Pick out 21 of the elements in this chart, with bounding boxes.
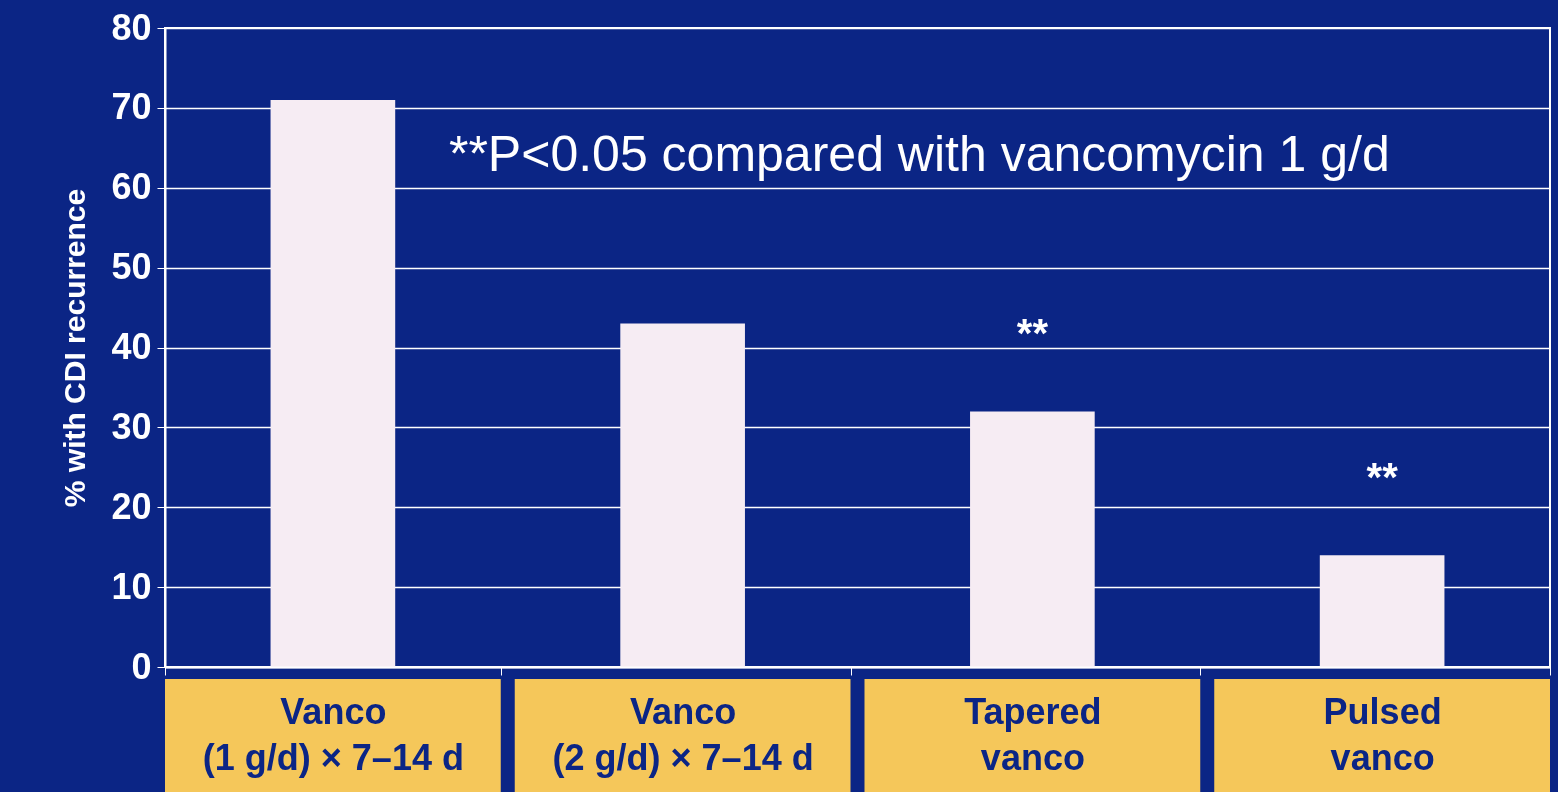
x-tick-label: Vanco (2 g/d) × 7–14 d <box>552 690 814 778</box>
y-axis-title: % with CDI recurrence <box>58 188 92 508</box>
y-tick-label: 80 <box>111 6 152 48</box>
x-tick-label: Vanco (1 g/d) × 7–14 d <box>202 690 464 778</box>
x-tick-label: Pulsed vanco <box>1323 690 1442 778</box>
bar <box>970 411 1095 667</box>
annotation: ** <box>1366 455 1399 500</box>
y-tick-label: 40 <box>111 326 152 367</box>
annotation: ** <box>1016 311 1049 356</box>
bar <box>620 323 745 667</box>
bar <box>1319 555 1445 667</box>
bar <box>270 99 396 667</box>
y-tick-label: 20 <box>111 485 152 527</box>
x-tick-label: Tapered vanco <box>964 690 1102 778</box>
annotation: **P<0.05 compared with vancomycin 1 g/d <box>448 125 1390 182</box>
y-tick-label: 70 <box>111 86 152 128</box>
y-tick-label: 30 <box>111 405 152 447</box>
y-tick-label: 50 <box>111 246 152 288</box>
y-tick-label: 0 <box>131 645 152 687</box>
y-tick-label: 10 <box>111 565 152 607</box>
y-tick-label: 60 <box>111 166 152 208</box>
